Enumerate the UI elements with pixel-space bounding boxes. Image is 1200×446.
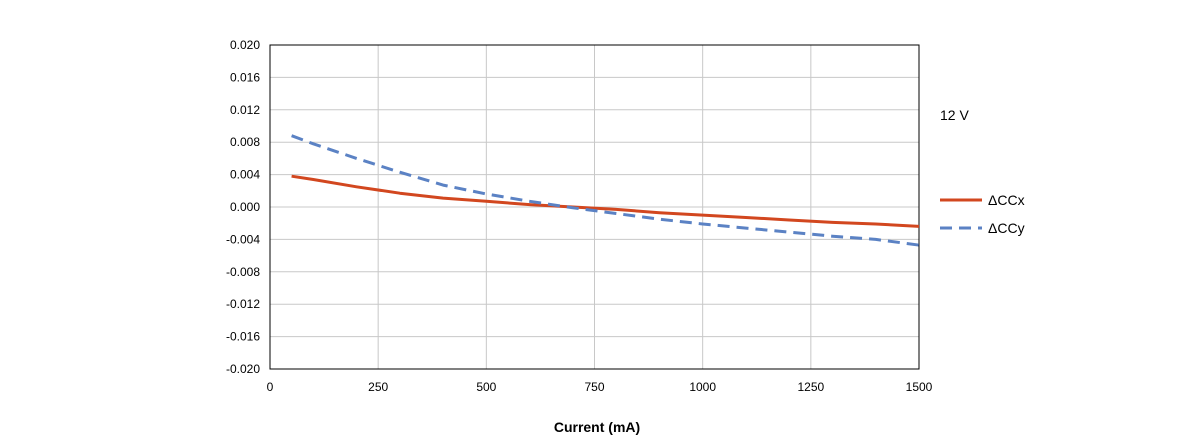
series — [291, 134, 920, 247]
y-tick-label: 0.016 — [230, 70, 260, 84]
y-tick-label: 0.000 — [230, 200, 260, 214]
y-tick-label: 0.004 — [230, 168, 260, 182]
y-tick-label: -0.004 — [226, 232, 260, 246]
y-tick-label: -0.020 — [226, 362, 260, 376]
y-tick-label: -0.012 — [226, 297, 260, 311]
x-tick-label: 250 — [368, 380, 388, 394]
series-line-1 — [291, 134, 920, 247]
x-tick-label: 1500 — [906, 380, 933, 394]
series-line-0 — [291, 174, 920, 228]
y-tick-label: 0.012 — [230, 103, 260, 117]
y-tick-label: 0.008 — [230, 135, 260, 149]
x-tick-label: 500 — [476, 380, 496, 394]
legend: ΔCCx ΔCCy — [940, 192, 1025, 236]
x-axis-ticks: 0 250 500 750 1000 1250 1500 — [267, 380, 933, 394]
voltage-annotation: 12 V — [940, 107, 969, 123]
x-tick-label: 750 — [584, 380, 604, 394]
x-tick-label: 0 — [267, 380, 274, 394]
plot-frame — [269, 44, 920, 370]
x-tick-label: 1250 — [797, 380, 824, 394]
y-axis-ticks: 0.020 0.016 0.012 0.008 0.004 0.000 -0.004 -0.0… — [226, 38, 260, 376]
y-tick-label: 0.020 — [230, 38, 260, 52]
y-tick-label: -0.008 — [226, 265, 260, 279]
x-axis-title: Current (mA) — [554, 419, 640, 435]
legend-label-0: ΔCCx — [988, 192, 1025, 208]
legend-label-1: ΔCCy — [988, 220, 1025, 236]
x-tick-label: 1000 — [689, 380, 716, 394]
y-tick-label: -0.016 — [226, 330, 260, 344]
